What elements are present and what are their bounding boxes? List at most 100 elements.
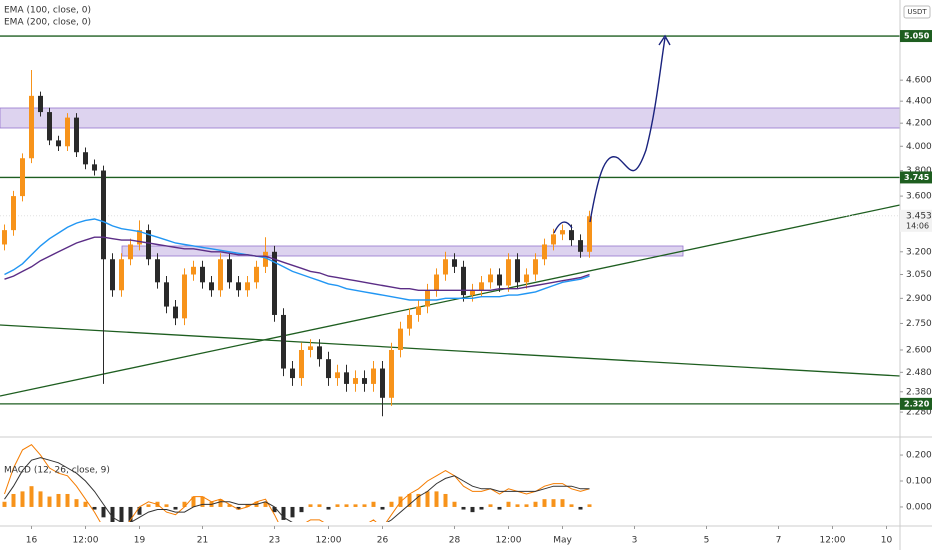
y-tick-label: 4.400 [906,97,932,107]
histogram-bar [317,504,322,507]
y-tick-label: 4.000 [906,142,932,152]
candle-body [308,346,313,350]
histogram-bar [164,504,169,507]
histogram-bar [389,501,394,507]
histogram-bar [524,504,529,507]
y-tick-label: 3.800 [906,166,932,176]
level-label: 2.320 [904,399,930,408]
histogram-bar [200,496,205,507]
histogram-bar [353,504,358,507]
candle-body [173,306,178,319]
candle-body [236,282,241,291]
histogram-bar [425,491,430,507]
histogram-bar [470,506,475,513]
x-tick-label: 26 [377,536,389,546]
ema-line [4,218,590,301]
histogram-bar [11,493,16,507]
level-label-box [900,397,932,410]
histogram-bar [227,504,232,507]
histogram-bar [299,506,304,513]
x-tick-label: 12:00 [73,536,99,546]
x-tick-label: 5 [704,536,710,546]
x-tick-label: 16 [26,536,38,546]
candle-body [470,290,475,296]
x-tick-label: 12:00 [496,536,522,546]
histogram-bar [542,499,547,507]
candle-body [425,290,430,307]
candle-body [47,112,52,141]
candle-body [191,266,196,275]
histogram-bar [380,506,385,510]
histogram-bar [272,506,277,513]
x-tick-label: 7 [776,536,782,546]
candle-body [497,274,502,286]
candle-body [110,259,115,291]
candle-body [56,140,61,147]
countdown: 14:06 [906,221,929,230]
histogram-bar [218,499,223,507]
histogram-bar [56,493,61,507]
y-tick-label: 4.600 [906,76,932,86]
candle-body [74,117,79,153]
histogram-bar [92,506,97,510]
histogram-bar [83,501,88,507]
ema-line [4,236,590,291]
level-label-box [900,30,932,43]
macd-legend: MACD (12, 26, close, 9) [4,466,110,476]
projection-arrow [553,34,671,234]
histogram-bar [290,506,295,518]
candle-body [146,230,151,260]
macd-line [4,457,590,522]
histogram-bar [245,504,250,507]
histogram-bar [461,506,466,510]
currency-box[interactable] [903,5,931,19]
histogram-bar [551,499,556,507]
y-tick-label: 0.200 [906,451,932,461]
x-tick-label: 19 [134,536,146,546]
candle-body [155,259,160,283]
y-tick-label: 2.900 [906,294,932,304]
histogram-bar [569,504,574,507]
currency[interactable]: USDT [907,8,927,16]
candle-body [515,259,520,283]
legend-entry: EMA (200, close, 0) [4,18,91,28]
candle-body [209,282,214,291]
histogram-bar [263,501,268,507]
histogram-bar [560,499,565,507]
y-tick-label: 2.380 [906,387,932,397]
overlay [553,34,671,234]
x-tick-label: 12:00 [820,536,846,546]
y-tick-label: 3.200 [906,247,932,257]
candle-body [434,274,439,291]
histogram-bar [434,491,439,507]
histogram-bar [119,506,124,522]
histogram-bar [101,506,106,518]
candle-body [452,259,457,267]
candle-body [524,274,529,283]
x-tick-label: May [553,536,572,546]
histogram-bar [416,493,421,507]
x-tick-label: 23 [269,536,280,546]
zone [0,107,900,129]
histogram-bar [506,501,511,507]
candle-body [128,244,133,260]
level-label: 3.745 [904,173,930,182]
histogram-bar [182,501,187,507]
candle-body [326,359,331,379]
histogram-bar [20,491,25,507]
histogram-bar [128,506,133,522]
candle-body [335,372,340,379]
x-tick-label: 12:00 [316,536,342,546]
histogram-bar [362,504,367,507]
histogram-bar [146,504,151,507]
y-tick-label: 0.100 [906,477,932,487]
candle-body [227,259,232,283]
y-tick-label: 2.750 [906,319,932,329]
histogram-bar [65,493,70,507]
histogram-bar [587,504,592,507]
histogram-bar [326,506,331,510]
candle-body [299,349,304,379]
candle-body [119,259,124,291]
candle-body [569,230,574,241]
